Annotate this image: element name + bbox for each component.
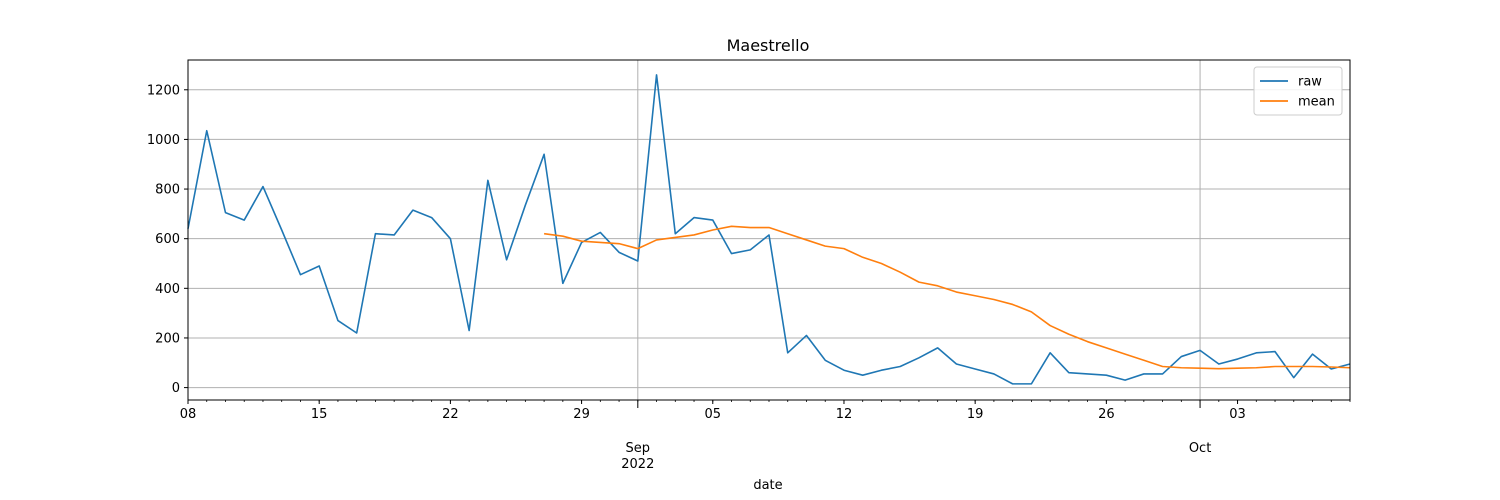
y-tick-label: 200: [155, 331, 180, 346]
x-tick-label: Sep 2022: [621, 441, 654, 472]
legend-label-mean: mean: [1298, 95, 1335, 110]
legend-label-raw: raw: [1298, 75, 1322, 90]
series-layer: [187, 74, 1351, 385]
x-tick-label: Oct: [1189, 441, 1211, 456]
series-line-mean: [543, 225, 1351, 370]
series-line-raw: [187, 74, 1351, 385]
x-tick-label: 05: [705, 407, 722, 422]
x-tick-label: 03: [1229, 407, 1246, 422]
legend-box: [1253, 66, 1343, 116]
x-axis-label: date: [753, 478, 782, 493]
legend: raw mean: [1253, 66, 1343, 116]
y-tick-label: 0: [172, 381, 180, 396]
y-tick-label: 1200: [147, 83, 180, 98]
x-tick-label: 08: [180, 407, 197, 422]
x-tick-label: 12: [836, 407, 853, 422]
x-tick-label: 22: [442, 407, 459, 422]
chart-title: Maestrello: [727, 36, 810, 55]
y-tick-label: 1000: [147, 133, 180, 148]
y-tick-label: 800: [155, 183, 180, 198]
y-axis: 0 200 400 600 800 1000 1200: [147, 83, 188, 396]
x-tick-label: 29: [573, 407, 590, 422]
x-axis: 08 15 22 29 Sep 2022 05 12 19 26 Oct 03: [180, 400, 1351, 472]
grid: [188, 60, 1350, 400]
plot-frame: [187, 59, 1351, 401]
x-tick-label: 26: [1098, 407, 1115, 422]
x-tick-label: 15: [311, 407, 328, 422]
y-tick-label: 400: [155, 282, 180, 297]
x-tick-label: 19: [967, 407, 984, 422]
y-tick-label: 600: [155, 232, 180, 247]
